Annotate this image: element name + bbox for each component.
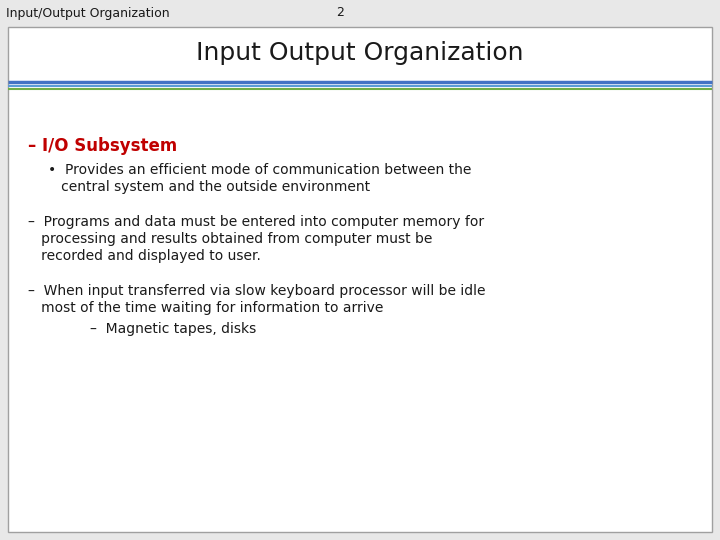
Text: –  Magnetic tapes, disks: – Magnetic tapes, disks — [90, 322, 256, 336]
Text: central system and the outside environment: central system and the outside environme… — [48, 180, 370, 194]
Text: Input Output Organization: Input Output Organization — [197, 41, 523, 65]
Text: – I/O Subsystem: – I/O Subsystem — [28, 137, 177, 155]
Text: Input/Output Organization: Input/Output Organization — [6, 6, 170, 19]
Text: 2: 2 — [336, 6, 344, 19]
Text: most of the time waiting for information to arrive: most of the time waiting for information… — [28, 301, 383, 315]
Bar — [0, 0, 720, 25]
Text: recorded and displayed to user.: recorded and displayed to user. — [28, 249, 261, 263]
Text: •  Provides an efficient mode of communication between the: • Provides an efficient mode of communic… — [48, 163, 472, 177]
Text: processing and results obtained from computer must be: processing and results obtained from com… — [28, 232, 433, 246]
Text: –  Programs and data must be entered into computer memory for: – Programs and data must be entered into… — [28, 215, 484, 229]
Text: –  When input transferred via slow keyboard processor will be idle: – When input transferred via slow keyboa… — [28, 284, 485, 298]
